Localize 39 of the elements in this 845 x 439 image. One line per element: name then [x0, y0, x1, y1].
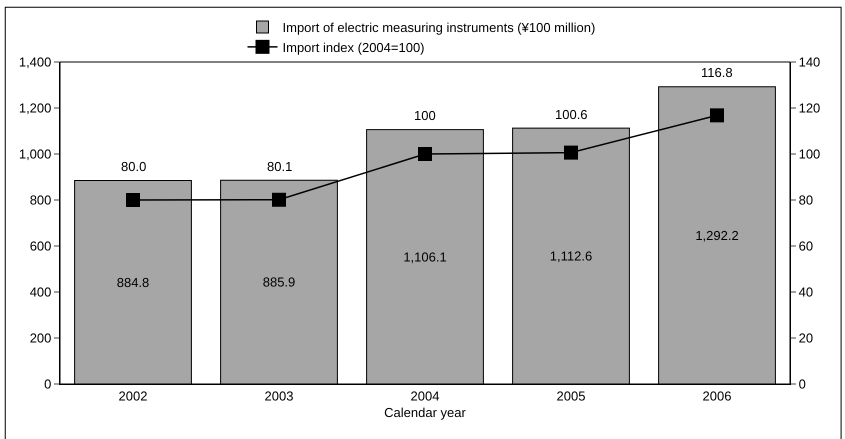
x-tick-label: 2004 [410, 388, 440, 404]
x-axis-title: Calendar year [384, 405, 466, 420]
y-tick-label: 1,400 [18, 54, 52, 70]
y-tick-label: 600 [30, 238, 52, 254]
y2-tick-label: 120 [798, 100, 820, 116]
y2-tick-label: 20 [798, 330, 814, 346]
x-tick-label: 2006 [702, 388, 732, 404]
y2-tick-label: 40 [798, 284, 814, 300]
data-label: 885.9 [262, 274, 296, 290]
y2-tick-label: 100 [798, 146, 820, 162]
point [272, 192, 286, 207]
data-label: 100.6 [555, 107, 588, 122]
data-label: 80.1 [267, 159, 292, 174]
y2-tick-label: 60 [798, 238, 814, 254]
y-tick-label: 0 [44, 376, 52, 392]
point [126, 193, 140, 207]
x-tick-label: 2003 [264, 388, 294, 404]
y2-tick-label: 80 [798, 192, 814, 208]
data-label: 884.8 [116, 274, 150, 290]
legend-label: Import index (2004=100) [282, 40, 425, 55]
data-label: 1,106.1 [403, 249, 447, 264]
y-tick-label: 1,200 [18, 100, 52, 116]
x-tick-label: 2002 [118, 388, 148, 404]
data-label: 1,292.2 [695, 228, 739, 243]
data-label: 80.0 [121, 159, 146, 174]
y-tick-label: 400 [30, 284, 52, 300]
point [710, 108, 724, 122]
point [564, 146, 578, 160]
data-label: 100 [414, 108, 436, 123]
y-tick-label: 200 [30, 330, 52, 346]
data-label: 1,112.6 [550, 248, 592, 264]
x-tick-label: 2005 [556, 388, 586, 404]
data-label: 116.8 [701, 65, 733, 80]
y-tick-label: 1,000 [18, 146, 52, 162]
legend-label: Import of electric measuring instruments (¥100 million) [282, 20, 596, 36]
point [418, 147, 432, 161]
y2-tick-label: 0 [798, 376, 806, 392]
y2-tick-label: 140 [798, 54, 820, 70]
y-tick-label: 800 [30, 192, 52, 208]
